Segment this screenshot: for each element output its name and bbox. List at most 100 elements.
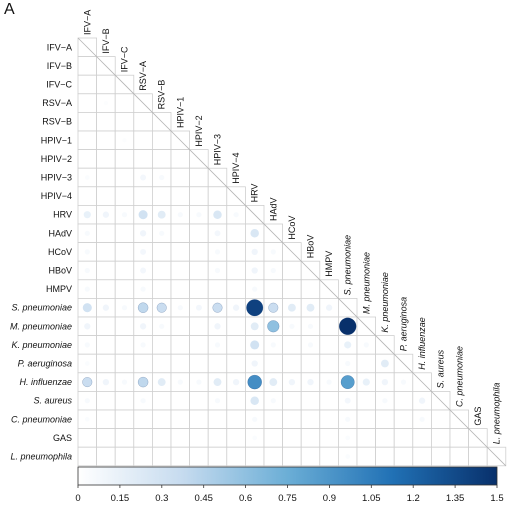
grid-cell (96, 112, 116, 132)
row-label-m-pneumoniae: M. pneumoniae (10, 321, 72, 331)
grid-cell (96, 130, 116, 151)
dot-s-pneumoniae-hpiv-4 (232, 304, 240, 311)
dot-c-pneumoniae-hrv (252, 416, 258, 422)
grid-cell (300, 446, 321, 467)
dot-hrv-rsv-b (157, 210, 166, 219)
dot-c-pneumoniae-s-pneumoniae (345, 416, 351, 422)
dot-hcov-rsv-a (140, 248, 147, 255)
dot-s-aureus-rsv-a (140, 398, 146, 404)
grid-cell (468, 446, 488, 467)
dot-hcov-hrv (251, 248, 258, 256)
grid-cell (207, 428, 228, 448)
grid-cell (263, 353, 284, 374)
grid-cell (282, 260, 302, 281)
grid-cell (189, 186, 209, 206)
dot-s-pneumoniae-hcov (287, 303, 296, 312)
dot-k-pneumoniae-s-pneumoniae (344, 341, 352, 349)
row-label-l-pneumophila: L. pneumophila (10, 452, 72, 462)
colorbar-tick-label: 0 (75, 493, 80, 504)
dot-s-pneumoniae-hpiv-1 (177, 305, 183, 311)
grid-cell (226, 335, 246, 355)
grid-cell (96, 390, 116, 411)
grid-cell (282, 353, 302, 374)
column-label-hbov: HBoV (306, 235, 316, 259)
grid-cell (319, 446, 339, 467)
grid-cell (375, 428, 395, 448)
column-label-s-pneumoniae: S. pneumoniae (343, 235, 353, 296)
grid-cell (96, 167, 116, 188)
column-label-hmpv: HMPV (324, 251, 334, 277)
dot-hcov-hadv (270, 249, 276, 255)
grid-cell (226, 260, 246, 281)
dot-s-aureus-hrv (250, 396, 259, 405)
grid-cell (189, 409, 209, 430)
dot-s-aureus-h-influenzae (418, 397, 426, 404)
column-label-gas: GAS (473, 407, 483, 426)
grid-cell (170, 186, 191, 206)
dot-s-pneumoniae-rsv-b (156, 302, 167, 313)
grid-cell (189, 335, 209, 355)
row-label-ifv-b: IFV−B (47, 61, 72, 71)
dot-hadv-rsv-b (159, 230, 165, 236)
dot-hmpv-ifv-a (84, 286, 90, 292)
dot-gas-s-pneumoniae (345, 435, 351, 441)
dot-hadv-ifv-a (84, 230, 90, 236)
grid-cell (282, 428, 302, 448)
grid-cell (412, 446, 432, 467)
dot-c-pneumoniae-ifv-a (84, 416, 90, 422)
grid-cell (300, 409, 321, 430)
dot-k-pneumoniae-m-pneumoniae (363, 342, 369, 348)
colorbar-tick-label: 1.2 (407, 493, 420, 504)
dot-h-influenzae-hpiv-1 (177, 379, 183, 385)
grid-cell (170, 446, 191, 467)
row-label-rsv-a: RSV−A (42, 98, 72, 108)
grid-cell (133, 428, 153, 448)
dot-hpiv-3-rsv-a (140, 174, 147, 181)
grid-cell (189, 316, 209, 337)
column-label-hpiv-2: HPIV−2 (194, 115, 204, 146)
grid-cell (96, 223, 116, 244)
grid-cell (96, 242, 116, 262)
dot-hmpv-rsv-a (140, 286, 146, 292)
grid-cell (356, 390, 377, 411)
grid-cell (114, 149, 135, 169)
grid-cell (319, 335, 339, 355)
dot-rsv-a-ifv-b (103, 100, 109, 106)
row-label-s-pneumoniae: S. pneumoniae (11, 303, 72, 313)
row-label-h-influenzae: H. influenzae (19, 377, 72, 387)
grid-cell (133, 353, 153, 374)
dot-gas-hrv (252, 435, 258, 441)
grid-cell (319, 409, 339, 430)
row-label-rsv-b: RSV−B (42, 117, 72, 127)
dot-hrv-ifv-c (121, 212, 128, 218)
grid-cell (300, 279, 321, 299)
dot-s-pneumoniae-hbov (306, 303, 315, 312)
dot-s-aureus-k-pneumoniae (382, 398, 388, 404)
dot-m-pneumoniae-hcov (289, 323, 295, 329)
grid-cell (189, 428, 209, 448)
column-label-m-pneumoniae: M. pneumoniae (361, 252, 371, 314)
dot-hrv-ifv-a (83, 211, 91, 219)
dot-hrv-hpiv-1 (177, 212, 183, 218)
dot-hbov-rsv-a (140, 267, 147, 274)
dot-k-pneumoniae-hadv (270, 342, 276, 348)
dot-m-pneumoniae-hadv (267, 320, 280, 333)
dot-s-aureus-hpiv-3 (214, 398, 221, 404)
grid-cell (189, 242, 209, 262)
grid-cell (356, 428, 377, 448)
grid-cell (170, 279, 191, 299)
dot-s-pneumoniae-hadv (268, 302, 279, 313)
row-label-gas: GAS (53, 433, 72, 443)
column-label-l-pneumophila: L. pneumophila (492, 383, 502, 445)
grid-cell (96, 186, 116, 206)
grid-cell (226, 242, 246, 262)
dot-h-influenzae-hpiv-3 (213, 378, 222, 387)
dot-k-pneumoniae-hbov (307, 342, 314, 348)
grid-cell (412, 428, 432, 448)
grid-cell (114, 446, 135, 467)
dot-s-pneumoniae-hpiv-3 (212, 302, 223, 313)
grid-cell (114, 316, 135, 337)
grid-cell (189, 167, 209, 188)
grid-cell (151, 186, 172, 206)
dot-p-aeruginosa-ifv-a (84, 361, 90, 366)
